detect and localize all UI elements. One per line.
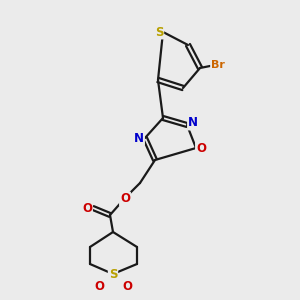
Text: O: O: [94, 280, 104, 293]
Text: N: N: [188, 116, 198, 130]
Text: O: O: [122, 280, 132, 293]
Text: N: N: [134, 131, 144, 145]
Text: O: O: [82, 202, 92, 214]
Text: Br: Br: [211, 60, 225, 70]
Text: O: O: [120, 193, 130, 206]
Text: O: O: [196, 142, 206, 154]
Text: S: S: [155, 26, 163, 38]
Text: S: S: [109, 268, 117, 281]
